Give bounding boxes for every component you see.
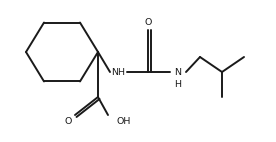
Text: H: H	[174, 80, 182, 88]
Text: O: O	[64, 117, 72, 127]
Text: NH: NH	[111, 67, 125, 77]
Text: O: O	[144, 17, 152, 27]
Text: OH: OH	[117, 117, 131, 127]
Text: N: N	[174, 67, 182, 77]
